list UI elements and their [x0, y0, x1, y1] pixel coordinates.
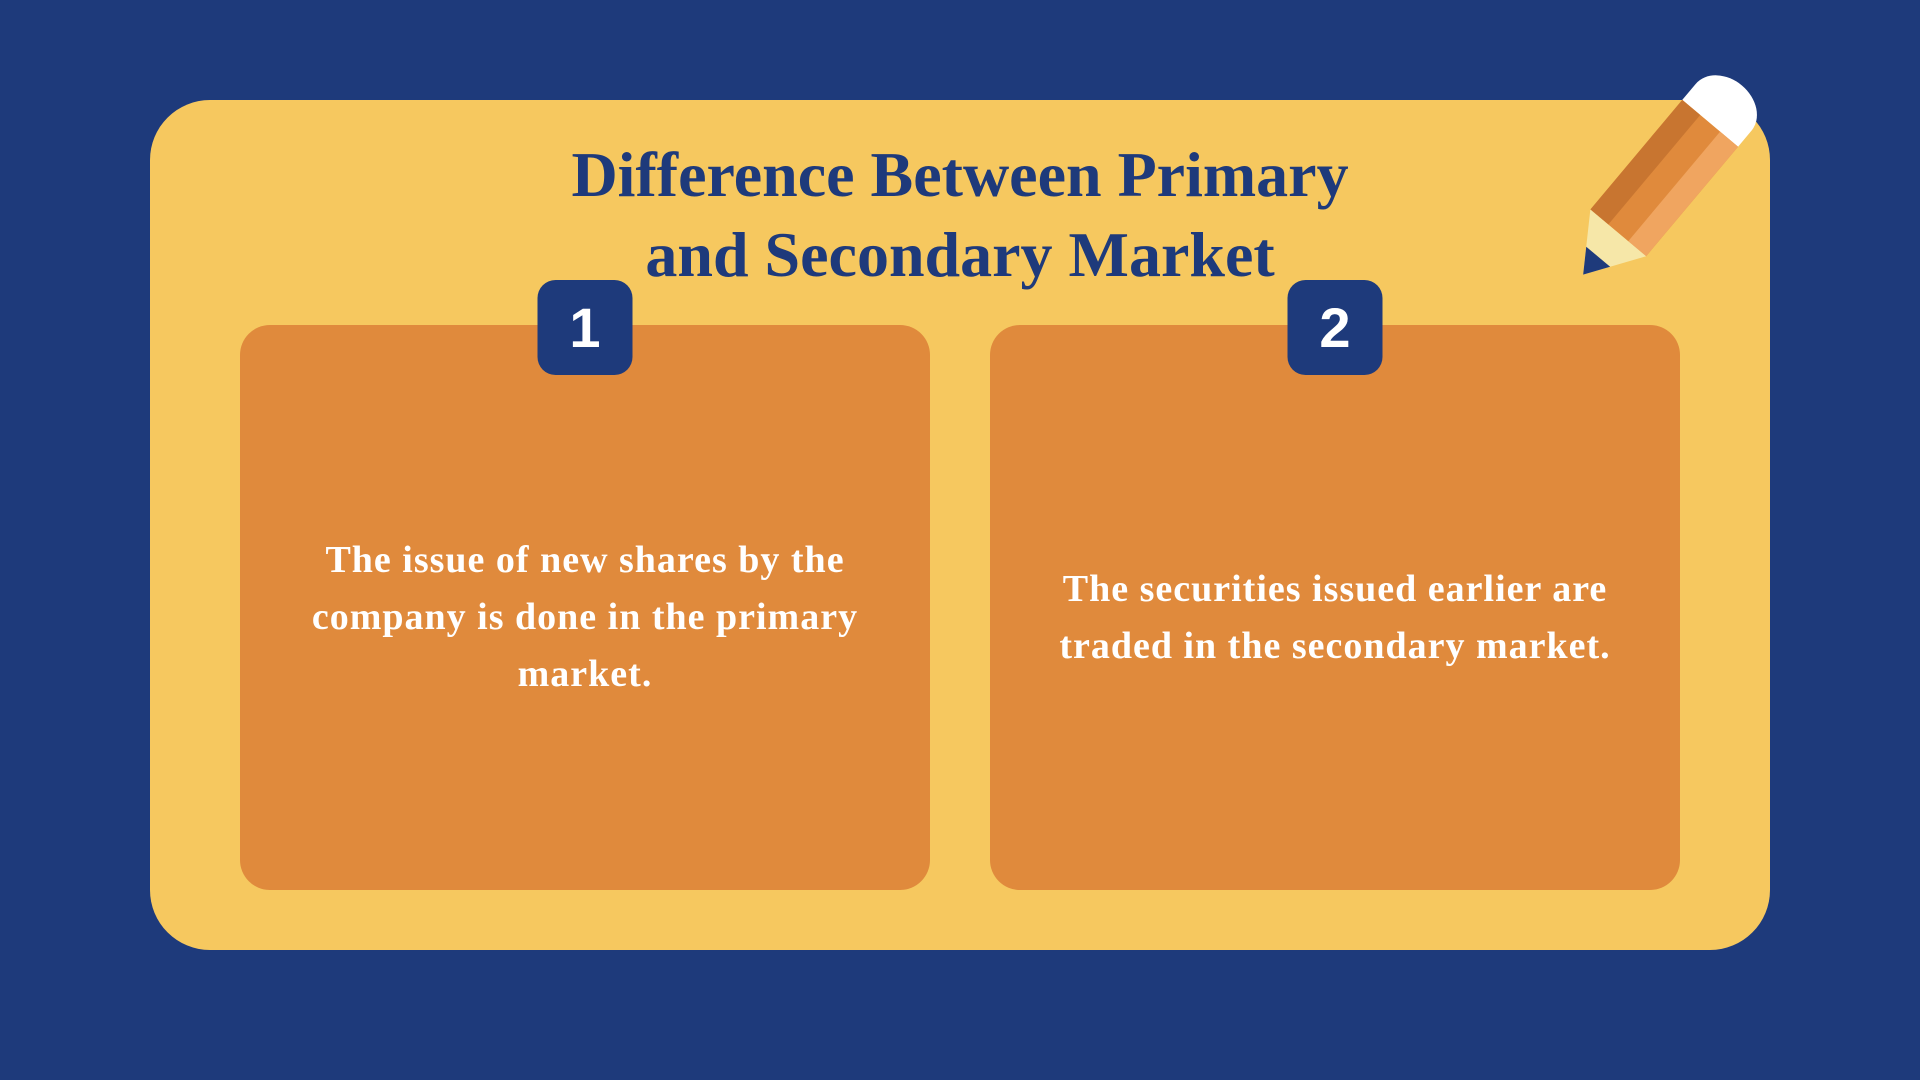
card-2-text: The securities issued earlier are traded…	[1030, 561, 1640, 675]
title-line-1: Difference Between Primary	[571, 139, 1348, 210]
card-secondary: 2 The securities issued earlier are trad…	[990, 325, 1680, 890]
badge-1-number: 1	[569, 295, 600, 360]
badge-1: 1	[538, 280, 633, 375]
page-title: Difference Between Primary and Secondary…	[240, 135, 1680, 295]
card-1-text: The issue of new shares by the company i…	[280, 532, 890, 703]
card-primary: 1 The issue of new shares by the company…	[240, 325, 930, 890]
cards-row: 1 The issue of new shares by the company…	[240, 325, 1680, 890]
page-background: Difference Between Primary and Secondary…	[0, 0, 1920, 1080]
title-line-2: and Secondary Market	[645, 219, 1274, 290]
badge-2-number: 2	[1319, 295, 1350, 360]
main-panel: Difference Between Primary and Secondary…	[150, 100, 1770, 950]
badge-2: 2	[1288, 280, 1383, 375]
